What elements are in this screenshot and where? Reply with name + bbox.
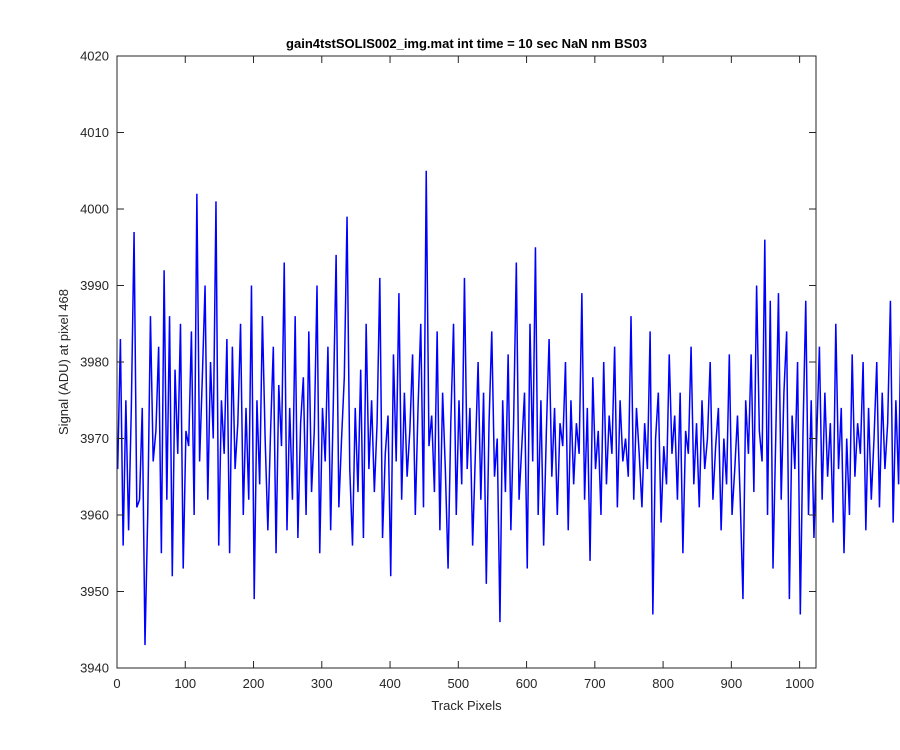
y-tick-label: 3980 [80,355,109,370]
axes-background [117,56,816,668]
x-tick-label: 900 [721,676,743,691]
x-tick-label: 700 [584,676,606,691]
tick-layer: 0 100 200 300 400 500 600 700 800 900 1000 3940 3950… [80,49,816,691]
x-tick-label: 600 [516,676,538,691]
y-tick-label: 4000 [80,202,109,217]
plot-area: 0 100 200 300 400 500 600 700 800 900 1000 3940 3950… [80,49,900,691]
chart-title: gain4tstSOLIS002_img.mat int time = 10 s… [286,36,647,51]
x-tick-label: 800 [652,676,674,691]
y-tick-label: 3990 [80,278,109,293]
y-tick-label: 3940 [80,661,109,676]
x-tick-label: 500 [447,676,469,691]
y-axis-label: Signal (ADU) at pixel 468 [56,289,71,435]
x-tick-label: 400 [379,676,401,691]
x-tick-label: 200 [243,676,265,691]
x-tick-label: 1000 [785,676,814,691]
x-axis-label: Track Pixels [431,698,502,713]
y-tick-label: 3960 [80,508,109,523]
series-layer [116,170,900,646]
y-tick-label: 3950 [80,584,109,599]
series-line-0 [116,170,900,646]
y-tick-label: 3970 [80,431,109,446]
y-tick-label: 4010 [80,125,109,140]
x-tick-label: 300 [311,676,333,691]
x-tick-label: 0 [113,676,120,691]
x-tick-label: 100 [174,676,196,691]
y-tick-label: 4020 [80,49,109,64]
